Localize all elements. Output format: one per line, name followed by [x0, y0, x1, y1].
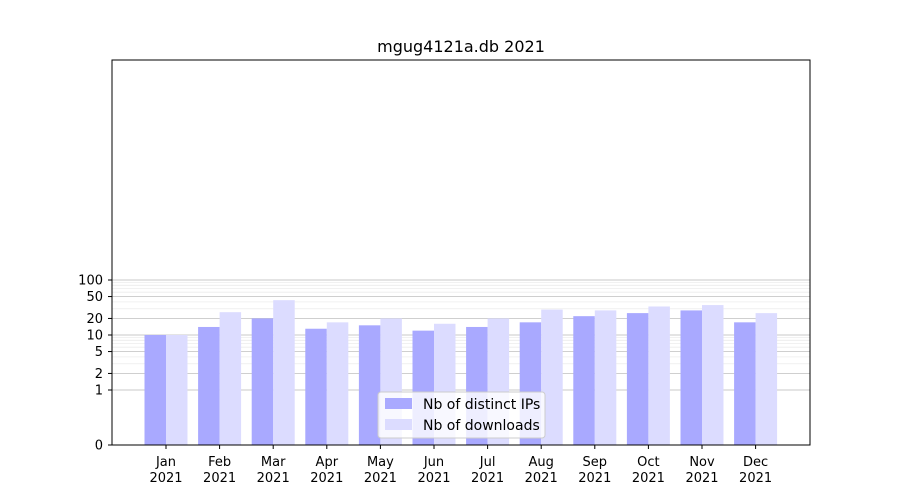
bar-downloads: [166, 335, 188, 445]
x-tick-label-year: 2021: [310, 471, 343, 486]
x-tick-label-year: 2021: [685, 471, 718, 486]
x-tick-label-month: Nov: [689, 455, 715, 470]
x-tick-label-month: Apr: [316, 455, 339, 470]
legend: Nb of distinct IPs Nb of downloads: [377, 391, 546, 439]
y-tick-label: 2: [95, 367, 103, 382]
x-tick-label-year: 2021: [203, 471, 236, 486]
x-tick-label-month: Jul: [479, 455, 496, 470]
x-tick-label-year: 2021: [471, 471, 504, 486]
bar-distinct-ips: [358, 325, 381, 445]
x-tick-label-year: 2021: [578, 471, 611, 486]
bar-downloads: [755, 313, 778, 445]
y-tick-label: 0: [95, 439, 103, 454]
bar-distinct-ips: [573, 316, 595, 445]
bar-distinct-ips: [251, 318, 274, 445]
x-tick-label-month: Sep: [583, 455, 608, 470]
bar-distinct-ips: [305, 328, 327, 445]
bar-distinct-ips: [626, 313, 649, 445]
x-tick-label-year: 2021: [632, 471, 665, 486]
legend-swatch-downloads: [385, 419, 412, 430]
x-tick-label-year: 2021: [149, 471, 182, 486]
x-tick-label-year: 2021: [739, 471, 772, 486]
legend-label-downloads: Nb of downloads: [423, 418, 540, 434]
bar-distinct-ips: [734, 322, 756, 445]
bar-downloads: [219, 312, 242, 445]
x-tick-label-month: Oct: [637, 455, 659, 470]
x-tick-label-month: Feb: [208, 455, 231, 470]
legend-swatch-distinct-ips: [385, 398, 412, 409]
x-tick-label-month: Aug: [529, 455, 554, 470]
x-tick-label-month: Jun: [423, 455, 444, 470]
y-tick-label: 100: [78, 274, 103, 289]
bar-downloads: [541, 309, 563, 445]
x-tick-label-month: Dec: [743, 455, 768, 470]
x-tick-label-month: Jan: [155, 455, 176, 470]
bar-downloads: [326, 322, 349, 445]
y-tick-label: 20: [86, 312, 103, 327]
bar-downloads: [273, 300, 295, 445]
y-tick-label: 1: [95, 384, 103, 399]
x-tick-label-month: May: [367, 455, 394, 470]
bar-distinct-ips: [680, 310, 702, 445]
bar-distinct-ips: [198, 326, 220, 445]
legend-label-distinct-ips: Nb of distinct IPs: [423, 397, 540, 413]
x-tick-label-year: 2021: [417, 471, 450, 486]
y-tick-label: 50: [86, 290, 103, 305]
plot-frame: [111, 59, 811, 446]
x-axis: Jan2021Feb2021Mar2021Apr2021May2021Jun20…: [149, 445, 772, 486]
bar-downloads: [702, 305, 724, 445]
chart-title: mgug4121a.db 2021: [377, 37, 545, 56]
bar-distinct-ips: [144, 335, 166, 445]
x-tick-label-year: 2021: [257, 471, 290, 486]
y-tick-label: 5: [95, 345, 103, 360]
y-tick-label: 10: [86, 329, 103, 344]
x-tick-label-year: 2021: [364, 471, 397, 486]
bar-downloads: [648, 306, 670, 445]
x-tick-label-year: 2021: [525, 471, 558, 486]
bar-downloads: [594, 310, 617, 445]
legend-box: [377, 391, 546, 439]
x-tick-label-month: Mar: [261, 455, 286, 470]
